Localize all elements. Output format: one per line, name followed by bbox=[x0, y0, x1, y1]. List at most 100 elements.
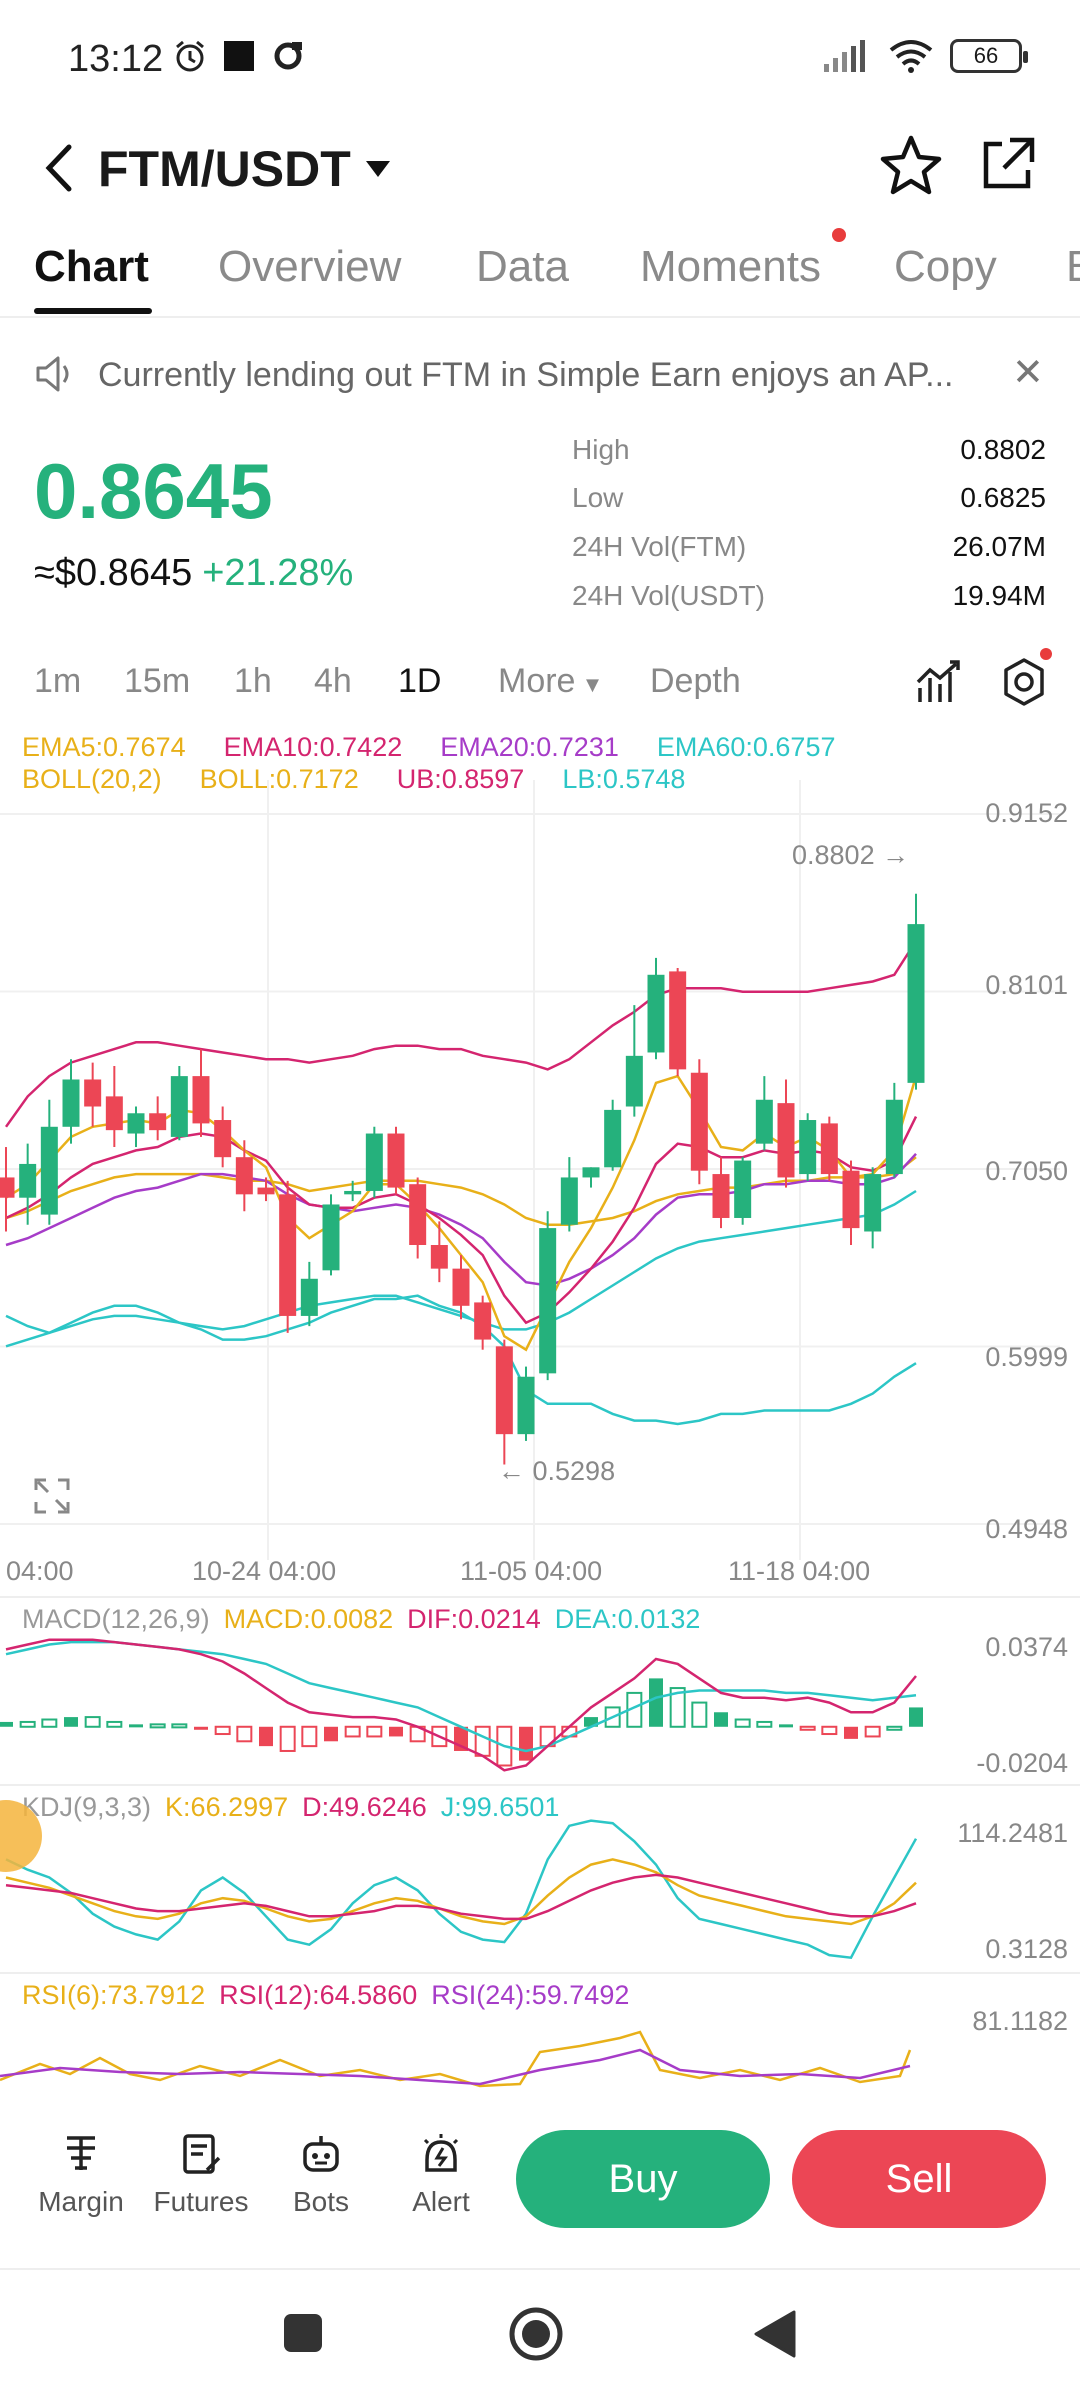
interval-4h[interactable]: 4h bbox=[314, 662, 352, 700]
interval-1m[interactable]: 1m bbox=[34, 662, 82, 700]
moments-notification-dot bbox=[832, 228, 846, 242]
macd-bar bbox=[236, 1725, 253, 1743]
legend-boll-params: BOLL(20,2) bbox=[22, 764, 162, 794]
expand-icon[interactable] bbox=[32, 1476, 72, 1516]
sell-button[interactable]: Sell bbox=[792, 2130, 1046, 2228]
kdj-y-top: 114.2481 bbox=[957, 1818, 1068, 1848]
tab-active-indicator bbox=[34, 308, 152, 314]
interval-15m[interactable]: 15m bbox=[124, 662, 191, 700]
macd-bar bbox=[864, 1725, 881, 1738]
dif-line bbox=[5, 1638, 917, 1772]
x-tick-2: 11-05 04:00 bbox=[460, 1556, 603, 1586]
candle-body bbox=[387, 1133, 405, 1188]
macd-bar bbox=[171, 1723, 188, 1729]
caret-down-icon bbox=[365, 161, 390, 177]
macd-bar bbox=[909, 1707, 923, 1727]
macd-bar bbox=[756, 1720, 773, 1728]
macd-bar bbox=[19, 1720, 36, 1728]
favorite-button[interactable] bbox=[876, 130, 946, 200]
kdj-panel bbox=[5, 1819, 918, 1960]
kdj-j-value: J:99.6501 bbox=[440, 1792, 560, 1822]
interval-more[interactable]: More ▼ bbox=[498, 662, 603, 701]
rsi-y-top: 81.1182 bbox=[972, 2006, 1068, 2036]
tab-chart[interactable]: Chart bbox=[34, 242, 149, 291]
futures-button[interactable]: Futures bbox=[146, 2130, 256, 2218]
back-nav-button[interactable] bbox=[752, 2308, 798, 2360]
y-tick-0: 0.9152 bbox=[985, 798, 1068, 828]
tab-overview[interactable]: Overview bbox=[218, 242, 402, 291]
tab-copy[interactable]: Copy bbox=[894, 242, 997, 291]
home-button[interactable] bbox=[508, 2306, 564, 2362]
share-button[interactable] bbox=[972, 130, 1042, 200]
wifi-icon bbox=[889, 40, 933, 73]
status-icons-left bbox=[172, 38, 306, 74]
candle-body bbox=[582, 1167, 600, 1178]
tab-moments[interactable]: Moments bbox=[640, 242, 821, 291]
bots-button[interactable]: Bots bbox=[266, 2130, 376, 2218]
tab-data[interactable]: Data bbox=[476, 242, 569, 291]
bots-label: Bots bbox=[292, 2186, 350, 2217]
macd-bar bbox=[714, 1712, 728, 1727]
candle-body bbox=[257, 1187, 275, 1195]
kdj-d-value: D:49.6246 bbox=[302, 1792, 427, 1822]
alert-button[interactable]: Alert bbox=[386, 2130, 496, 2218]
pair-selector[interactable]: FTM/USDT bbox=[98, 140, 391, 198]
dif-value: DIF:0.0214 bbox=[407, 1604, 541, 1634]
close-icon[interactable]: ✕ bbox=[1012, 352, 1044, 394]
legend-ub: UB:0.8597 bbox=[396, 764, 525, 794]
tab-bar: Chart Overview Data Moments Copy B bbox=[0, 230, 1080, 318]
indicator-button[interactable] bbox=[912, 654, 968, 710]
alert-label: Alert bbox=[412, 2186, 470, 2217]
recent-apps-button[interactable] bbox=[282, 2312, 324, 2354]
price-change: +21.28% bbox=[202, 552, 354, 594]
interval-bar: 1m 15m 1h 4h 1D More ▼ Depth bbox=[0, 650, 1080, 720]
settings-notification-dot bbox=[1040, 648, 1052, 660]
macd-y-bottom: -0.0204 bbox=[976, 1748, 1068, 1778]
kdj-k-value: K:66.2997 bbox=[165, 1792, 289, 1822]
candle-body bbox=[625, 1055, 643, 1107]
macd-bar bbox=[106, 1720, 123, 1728]
status-icons-right: 66 bbox=[822, 38, 1028, 74]
candle-body bbox=[495, 1346, 513, 1435]
battery-level: 66 bbox=[973, 43, 999, 68]
candle-body bbox=[604, 1109, 622, 1168]
high-annotation: 0.8802 → bbox=[792, 840, 910, 870]
chart-settings-button[interactable] bbox=[996, 654, 1052, 710]
pair-title: FTM/USDT bbox=[98, 141, 351, 197]
tab-b[interactable]: B bbox=[1066, 242, 1080, 292]
legend-ema60: EMA60:0.6757 bbox=[656, 732, 836, 762]
star-icon bbox=[880, 135, 942, 195]
candle-body bbox=[300, 1278, 318, 1316]
back-button[interactable] bbox=[28, 128, 88, 208]
x-tick-1: 10-24 04:00 bbox=[192, 1556, 337, 1586]
interval-1d[interactable]: 1D bbox=[398, 662, 442, 700]
interval-1h[interactable]: 1h bbox=[234, 662, 272, 700]
macd-bar bbox=[779, 1724, 793, 1728]
margin-button[interactable]: Margin bbox=[26, 2130, 136, 2218]
robot-icon bbox=[303, 2136, 339, 2172]
macd-bar bbox=[691, 1701, 708, 1728]
candle-body bbox=[62, 1079, 80, 1127]
ema-legend: EMA5:0.7674 EMA10:0.7422 EMA20:0.7231 EMA60… bbox=[22, 732, 873, 763]
candle-body bbox=[279, 1194, 297, 1316]
app-header: FTM/USDT bbox=[0, 110, 1080, 230]
stat-label-low: Low bbox=[572, 482, 624, 513]
candle-body bbox=[690, 1072, 708, 1171]
notice-banner[interactable]: Currently lending out FTM in Simple Earn… bbox=[0, 330, 1080, 416]
futures-label: Futures bbox=[153, 2186, 249, 2217]
last-price: 0.8645 bbox=[34, 447, 273, 535]
macd-bar bbox=[799, 1725, 816, 1731]
macd-y-top: 0.0374 bbox=[985, 1632, 1068, 1662]
stat-label-vol-usdt: 24H Vol(USDT) bbox=[572, 580, 765, 611]
boll-upper-line bbox=[4, 940, 918, 1128]
bottom-action-bar: Margin Futures Bots Alert Buy Sell bbox=[0, 2100, 1080, 2270]
candle-body bbox=[149, 1113, 167, 1131]
rsi24-value: RSI(24):59.7492 bbox=[431, 1980, 630, 2010]
candlestick-chart[interactable] bbox=[0, 780, 1080, 1600]
buy-button[interactable]: Buy bbox=[516, 2130, 770, 2228]
macd-bar bbox=[64, 1717, 78, 1727]
macd-legend: MACD(12,26,9) MACD:0.0082 DIF:0.0214 DEA:0.… bbox=[22, 1604, 714, 1635]
depth-tab[interactable]: Depth bbox=[650, 662, 741, 700]
notice-text: Currently lending out FTM in Simple Earn… bbox=[98, 356, 954, 394]
rsi12-value: RSI(12):64.5860 bbox=[219, 1980, 418, 2010]
